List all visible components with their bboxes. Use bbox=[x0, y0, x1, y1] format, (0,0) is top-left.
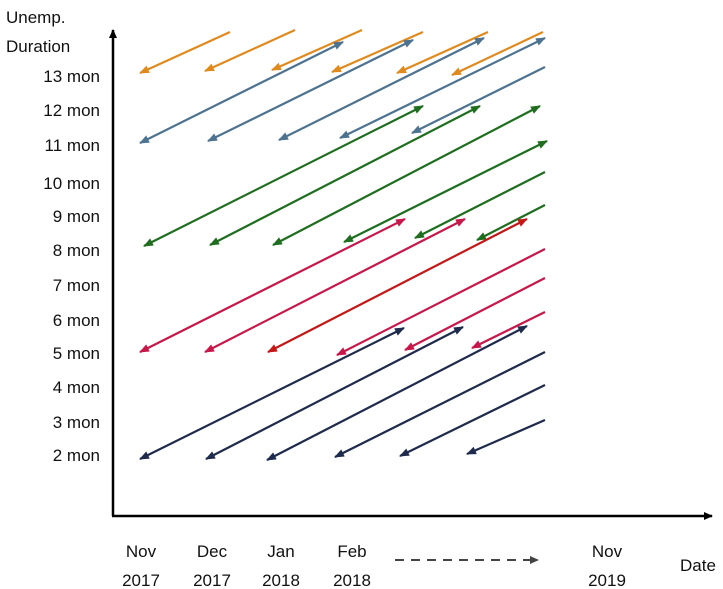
x-label-month: Dec bbox=[197, 542, 228, 561]
spell-arrow bbox=[404, 277, 546, 351]
y-label: 12 mon bbox=[43, 101, 100, 120]
spell-arrow bbox=[204, 218, 466, 353]
spell-arrow bbox=[466, 418, 546, 456]
y-label: 2 mon bbox=[53, 446, 100, 465]
spell-arrow bbox=[399, 384, 546, 457]
y-label: 8 mon bbox=[53, 241, 100, 260]
arrows bbox=[139, 28, 548, 461]
y-label: 10 mon bbox=[43, 174, 100, 193]
y-label: 5 mon bbox=[53, 344, 100, 363]
x-label-year: 2017 bbox=[122, 571, 160, 589]
x-label-month: Jan bbox=[267, 542, 294, 561]
spell-arrow bbox=[143, 105, 424, 247]
y-label: 11 mon bbox=[45, 136, 100, 155]
x-label-month: Nov bbox=[592, 542, 623, 561]
spell-arrow bbox=[334, 351, 546, 458]
y-label: 13 mon bbox=[43, 67, 100, 86]
spell-arrow bbox=[139, 327, 405, 460]
spell-arrow bbox=[139, 218, 406, 353]
y-label: 7 mon bbox=[53, 276, 100, 295]
y-title: Unemp. bbox=[6, 8, 66, 27]
spell-arrow bbox=[414, 171, 546, 239]
spell-arrow bbox=[451, 31, 544, 76]
y-label: 3 mon bbox=[53, 413, 100, 432]
y-label: 4 mon bbox=[53, 378, 100, 397]
spell-arrow bbox=[476, 204, 546, 241]
spell-arrow bbox=[272, 105, 541, 246]
x-title: Date bbox=[680, 556, 716, 575]
spell-arrow bbox=[411, 66, 546, 134]
x-label-year: 2019 bbox=[588, 571, 626, 589]
x-label-year: 2017 bbox=[193, 571, 231, 589]
spell-arrow bbox=[205, 326, 464, 460]
y-title: Duration bbox=[6, 37, 70, 56]
x-label-year: 2018 bbox=[333, 571, 371, 589]
spell-arrow bbox=[471, 311, 546, 349]
y-label: 9 mon bbox=[53, 207, 100, 226]
spell-arrow bbox=[266, 325, 528, 461]
x-label-month: Feb bbox=[337, 542, 366, 561]
spell-arrow bbox=[209, 105, 481, 246]
x-label-month: Nov bbox=[126, 542, 157, 561]
x-label-year: 2018 bbox=[262, 571, 300, 589]
y-label: 6 mon bbox=[53, 311, 100, 330]
spell-arrow bbox=[139, 41, 344, 144]
